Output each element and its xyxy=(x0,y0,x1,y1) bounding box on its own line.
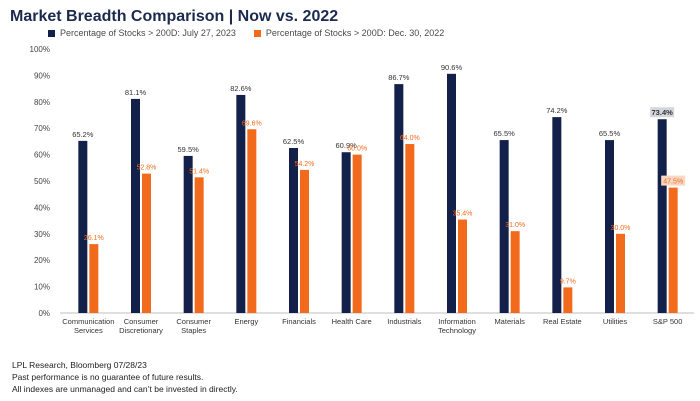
bar-then xyxy=(89,244,99,313)
bar-now xyxy=(289,148,298,313)
x-category-label: Real Estate xyxy=(543,317,582,326)
bar-then xyxy=(300,169,309,313)
x-category-label: Services xyxy=(74,326,103,335)
bar-now xyxy=(394,84,404,313)
chart-title: Market Breadth Comparison | Now vs. 2022 xyxy=(10,8,339,25)
y-tick-label: 20% xyxy=(34,256,50,265)
footnote-source: LPL Research, Bloomberg 07/28/23 xyxy=(12,360,147,370)
bar-now xyxy=(78,140,88,313)
y-tick-label: 100% xyxy=(30,45,50,54)
y-tick-label: 0% xyxy=(38,309,50,318)
data-label-then: 60.0% xyxy=(347,146,367,153)
data-label-now: 65.5% xyxy=(494,129,516,138)
data-label-now: 62.5% xyxy=(283,137,305,146)
x-category-label: Energy xyxy=(234,317,258,326)
data-label-then: 51.4% xyxy=(189,168,209,175)
y-tick-label: 60% xyxy=(34,151,50,160)
data-label-now: 59.5% xyxy=(178,145,200,154)
bar-now xyxy=(131,98,140,314)
legend-swatch-then xyxy=(253,29,261,37)
x-category-label: Industrials xyxy=(387,317,421,326)
data-label-highlight-now xyxy=(650,107,675,118)
footnote-indexes: All indexes are unmanaged and can’t be i… xyxy=(12,384,238,394)
legend-label-then: Percentage of Stocks > 200D: Dec. 30, 20… xyxy=(265,28,445,38)
x-category-label: Consumer xyxy=(124,317,159,326)
x-category-label: Utilities xyxy=(603,317,627,326)
legend-label-now: Percentage of Stocks > 200D: July 27, 20… xyxy=(60,28,236,38)
legend-item-then: Percentage of Stocks > 200D: Dec. 30, 20… xyxy=(253,28,445,38)
bar-then xyxy=(352,154,362,313)
bar-then xyxy=(142,173,151,313)
data-label-now: 74.2% xyxy=(546,106,568,115)
legend-swatch-now xyxy=(48,29,55,37)
data-label-highlight-then xyxy=(661,175,686,186)
x-category-label: Communication xyxy=(62,317,114,326)
bar-then xyxy=(616,233,625,313)
bar-now xyxy=(447,73,456,313)
x-category-label: Information xyxy=(438,317,476,326)
data-label-now: 82.6% xyxy=(230,84,252,93)
bar-now xyxy=(657,119,667,313)
data-label-then: 52.8% xyxy=(137,165,157,172)
footnote-performance: Past performance is no guarantee of futu… xyxy=(12,372,204,382)
bar-chart: 0% 10% 20% 30% 40% 50% 60% 70% 80% 90% 100% 65.2% 26… xyxy=(30,45,694,335)
legend-item-now: Percentage of Stocks > 200D: July 27, 20… xyxy=(48,28,236,38)
data-label-then: 54.2% xyxy=(295,161,315,168)
data-label-then: 47.5% xyxy=(663,179,683,186)
bar-then xyxy=(458,219,467,313)
data-label-then: 64.0% xyxy=(400,135,420,142)
data-label-then: 69.6% xyxy=(242,120,262,127)
x-category-label: Consumer xyxy=(176,317,211,326)
data-label-then: 26.1% xyxy=(84,235,104,242)
bar-then xyxy=(668,187,678,313)
data-label-now: 60.9% xyxy=(336,141,358,150)
y-tick-label: 10% xyxy=(34,283,50,292)
data-label-now: 86.7% xyxy=(388,73,410,82)
data-label-now: 73.4% xyxy=(652,108,674,117)
data-label-then: 30.0% xyxy=(611,225,631,232)
chart-legend: Percentage of Stocks > 200D: July 27, 20… xyxy=(48,28,444,38)
data-label-then: 9.7% xyxy=(560,278,576,285)
y-tick-label: 30% xyxy=(34,230,50,239)
bar-then xyxy=(510,231,520,313)
bar-then xyxy=(563,287,573,313)
bar-now xyxy=(236,94,246,313)
x-category-label: S&P 500 xyxy=(653,317,682,326)
x-category-label: Materials xyxy=(494,317,525,326)
bar-now xyxy=(552,117,562,313)
x-category-label: Technology xyxy=(438,326,476,335)
x-category-label: Health Care xyxy=(332,317,372,326)
y-tick-label: 80% xyxy=(34,98,50,107)
bar-now xyxy=(183,155,193,313)
y-tick-label: 50% xyxy=(34,177,50,186)
y-tick-label: 90% xyxy=(34,71,50,80)
x-category-label: Discretionary xyxy=(119,326,163,335)
x-category-label: Financials xyxy=(282,317,316,326)
y-tick-label: 40% xyxy=(34,203,50,212)
data-label-then: 35.4% xyxy=(453,211,473,218)
data-label-now: 65.2% xyxy=(72,130,94,139)
data-label-then: 31.0% xyxy=(505,222,525,229)
data-label-now: 90.6% xyxy=(441,63,463,72)
bar-then xyxy=(247,129,257,313)
bar-then xyxy=(405,144,415,313)
data-label-now: 65.5% xyxy=(599,129,621,138)
bar-now xyxy=(341,152,351,313)
data-label-now: 81.1% xyxy=(125,88,147,97)
y-tick-label: 70% xyxy=(34,124,50,133)
footnotes: LPL Research, Bloomberg 07/28/23 Past pe… xyxy=(12,359,238,395)
bar-now xyxy=(499,140,509,313)
bar-then xyxy=(194,177,204,313)
x-category-label: Staples xyxy=(181,326,206,335)
bar-now xyxy=(605,140,614,313)
